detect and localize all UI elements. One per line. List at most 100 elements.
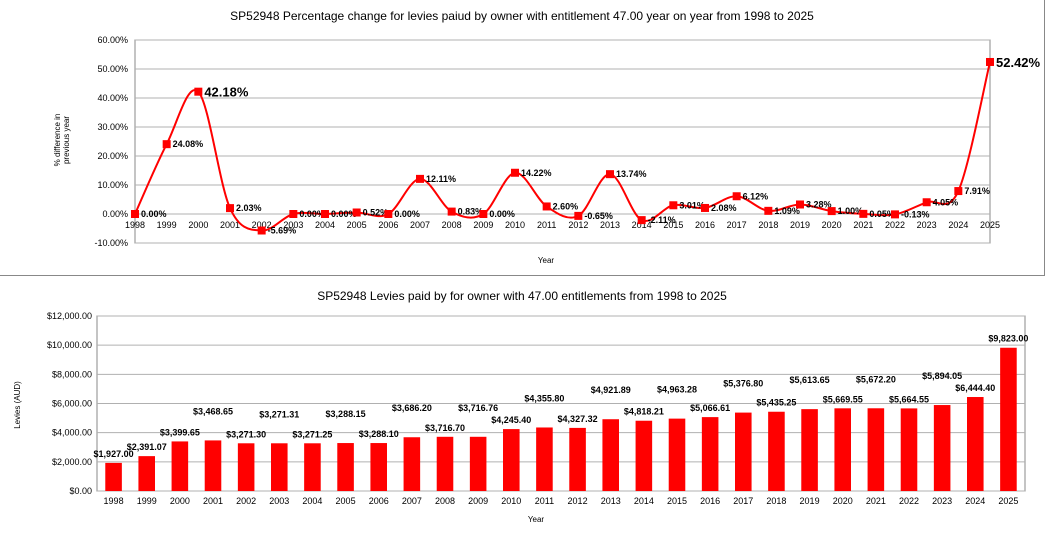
bar: [867, 408, 885, 491]
data-point-marker: [732, 192, 741, 201]
bar: [1000, 347, 1017, 491]
data-label: $5,664.55: [889, 394, 929, 404]
data-label: $3,288.10: [359, 429, 399, 439]
data-point-marker: [859, 209, 868, 218]
y-tick-label: 0.00%: [102, 209, 128, 219]
data-label: 0.00%: [141, 209, 167, 219]
percentage-change-chart-panel: SP52948 Percentage change for levies pai…: [0, 0, 1045, 276]
x-tick-label: 2000: [188, 220, 208, 230]
x-tick-label: 2014: [634, 496, 654, 506]
x-tick-label: 2019: [800, 496, 820, 506]
data-label: $4,327.32: [558, 414, 598, 424]
y-axis-title: Levies (AUD): [13, 381, 22, 429]
x-tick-label: 2012: [568, 496, 588, 506]
data-point-marker: [352, 208, 361, 217]
bar: [469, 436, 487, 491]
x-tick-label: 2007: [410, 220, 430, 230]
data-label: $3,686.20: [392, 403, 432, 413]
x-tick-label: 2005: [347, 220, 367, 230]
x-tick-label: 2013: [600, 220, 620, 230]
data-label: 52.42%: [996, 55, 1041, 70]
x-tick-label: 2001: [203, 496, 223, 506]
data-point-marker: [796, 200, 804, 209]
data-label: $5,376.80: [723, 379, 763, 389]
data-point-marker: [764, 206, 773, 215]
x-tick-label: 2011: [535, 496, 554, 506]
data-label: 13.74%: [616, 169, 647, 179]
bar: [635, 420, 653, 491]
bar: [138, 456, 155, 491]
x-axis-title: Year: [528, 515, 545, 524]
x-tick-label: 2023: [917, 220, 937, 230]
x-tick-label: 2007: [402, 496, 422, 506]
bar: [900, 408, 918, 491]
data-label: $4,355.80: [524, 393, 564, 403]
data-point-marker: [162, 140, 171, 149]
x-tick-label: 2018: [758, 220, 778, 230]
bar: [436, 436, 454, 491]
x-tick-label: 2021: [866, 496, 886, 506]
data-label: 1.00%: [838, 206, 864, 216]
bar: [735, 412, 752, 491]
data-label: -2.11%: [648, 215, 676, 225]
data-label: $4,245.40: [491, 415, 531, 425]
bar: [237, 443, 255, 491]
x-tick-label: 2008: [435, 496, 455, 506]
x-tick-label: 2023: [932, 496, 952, 506]
data-label: 2.60%: [553, 201, 579, 211]
bar: [370, 443, 387, 491]
x-tick-label: 2012: [568, 220, 588, 230]
x-tick-label: 2005: [336, 496, 356, 506]
x-tick-label: 1998: [104, 496, 124, 506]
x-tick-label: 2016: [700, 496, 720, 506]
data-label: -5.69%: [268, 226, 297, 236]
data-point-marker: [574, 211, 583, 220]
data-point-marker: [986, 57, 994, 66]
x-tick-label: 2010: [501, 496, 521, 506]
bar: [403, 437, 421, 491]
data-label: $1,927.00: [94, 449, 134, 459]
y-tick-label: -10.00%: [94, 238, 128, 248]
data-label: 42.18%: [204, 85, 249, 100]
data-point-marker: [542, 202, 551, 211]
x-tick-label: 2021: [853, 220, 873, 230]
y-tick-label: $4,000.00: [52, 428, 92, 438]
data-label: $4,963.28: [657, 385, 697, 395]
bar: [834, 408, 851, 491]
data-label: $2,391.07: [127, 442, 167, 452]
data-label: 3.01%: [679, 200, 705, 210]
data-label: 4.05%: [933, 197, 959, 207]
data-label: $5,066.61: [690, 403, 730, 413]
bar: [271, 443, 288, 491]
data-point-marker: [226, 204, 234, 213]
x-tick-label: 2006: [378, 220, 398, 230]
x-tick-label: 2017: [727, 220, 747, 230]
x-tick-label: 2017: [733, 496, 753, 506]
y-tick-label: 20.00%: [97, 151, 128, 161]
data-label: $5,894.05: [922, 371, 962, 381]
bar: [204, 440, 222, 491]
x-tick-label: 2025: [998, 496, 1018, 506]
x-axis-title: Year: [538, 256, 555, 265]
data-label: 0.00%: [394, 209, 420, 219]
data-label: 24.08%: [173, 139, 204, 149]
data-label: $3,399.65: [160, 427, 200, 437]
x-tick-label: 2008: [442, 220, 462, 230]
bar: [171, 441, 189, 491]
data-label: $5,669.55: [823, 394, 863, 404]
x-tick-label: 2004: [302, 496, 322, 506]
y-tick-label: $8,000.00: [52, 369, 92, 379]
x-tick-label: 2022: [885, 220, 905, 230]
data-point-marker: [511, 168, 519, 177]
data-label: 0.00%: [299, 209, 325, 219]
data-point-marker: [827, 207, 836, 216]
data-point-marker: [289, 210, 298, 218]
data-label: $4,818.21: [624, 407, 664, 417]
data-label: $5,435.25: [756, 398, 796, 408]
x-tick-label: 2024: [965, 496, 985, 506]
x-tick-label: 2020: [822, 220, 842, 230]
bar: [768, 411, 785, 491]
data-label: $5,672.20: [856, 374, 896, 384]
x-tick-label: 2011: [537, 220, 556, 230]
data-point-marker: [637, 216, 646, 225]
